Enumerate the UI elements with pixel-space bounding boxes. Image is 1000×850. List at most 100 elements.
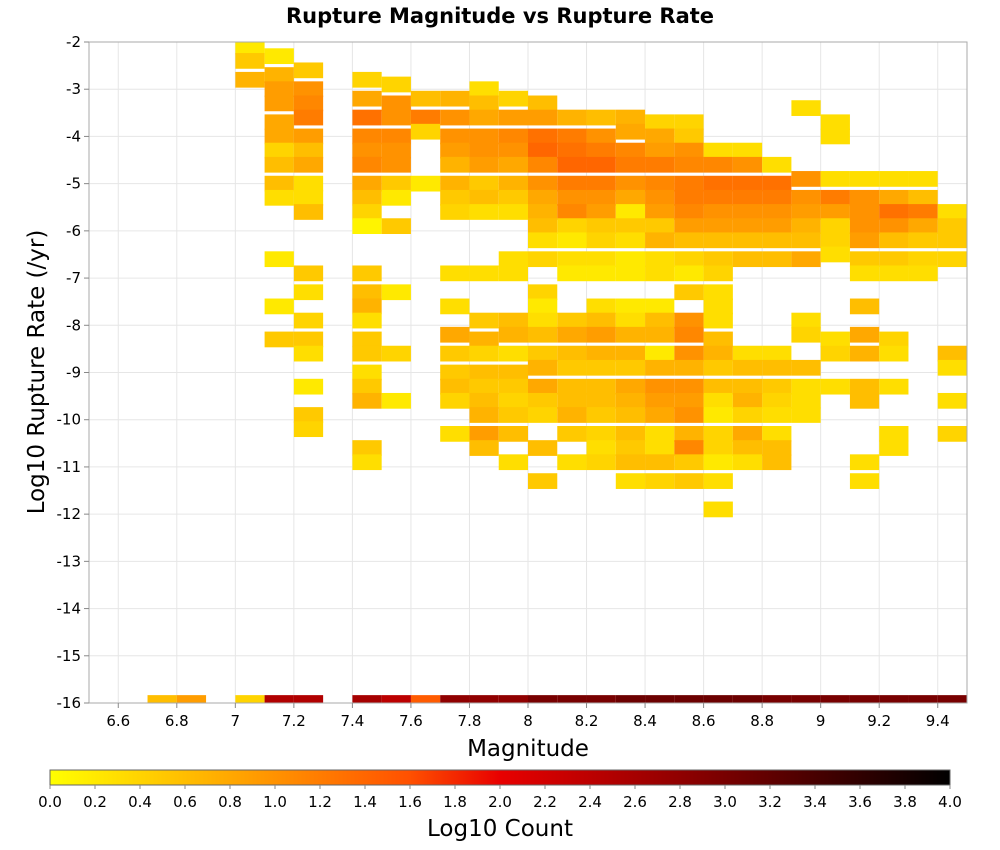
y-tick-label: -7	[66, 269, 81, 287]
y-tick-label: -6	[66, 222, 81, 240]
heatmap-cells	[147, 42, 967, 703]
heatmap-cell	[732, 440, 763, 456]
heatmap-cell	[615, 473, 646, 489]
heatmap-cell	[645, 326, 675, 343]
heatmap-cell	[791, 189, 821, 206]
x-tick-label: 9	[816, 712, 826, 730]
heatmap-cell	[879, 204, 909, 220]
heatmap-cell	[820, 695, 850, 703]
heatmap-cell	[586, 326, 616, 343]
colorbar-tick-label: 0.2	[83, 793, 107, 811]
heatmap-cell	[264, 695, 294, 703]
heatmap-cell	[703, 265, 733, 282]
heatmap-cell	[762, 218, 792, 235]
heatmap-cell	[235, 53, 265, 69]
heatmap-cell	[528, 251, 558, 268]
heatmap-cell	[381, 189, 411, 206]
heatmap-cell	[528, 312, 558, 329]
heatmap-cell	[440, 142, 470, 159]
heatmap-cell	[440, 695, 470, 703]
heatmap-cell	[645, 189, 675, 206]
x-tick-label: 8	[523, 712, 533, 730]
heatmap-cell	[352, 345, 382, 362]
heatmap-cell	[703, 298, 733, 315]
heatmap-cell	[264, 142, 294, 159]
chart-title: Rupture Magnitude vs Rupture Rate	[286, 4, 714, 28]
heatmap-cell	[908, 251, 938, 268]
heatmap-cell	[528, 284, 558, 301]
heatmap-cell	[674, 114, 704, 131]
x-tick-label: 8.6	[692, 712, 716, 730]
heatmap-cell	[264, 114, 294, 131]
heatmap-cell	[732, 142, 763, 159]
heatmap-cell	[352, 331, 382, 348]
heatmap-cell	[879, 218, 909, 235]
heatmap-cell	[352, 378, 382, 395]
heatmap-cell	[674, 326, 704, 343]
heatmap-cell	[352, 392, 382, 409]
heatmap-cell	[264, 298, 294, 315]
heatmap-cell	[586, 359, 616, 376]
heatmap-cell	[586, 440, 616, 456]
heatmap-cell	[762, 359, 792, 376]
heatmap-cell	[381, 175, 411, 192]
heatmap-cell	[557, 189, 587, 206]
heatmap-cell	[498, 251, 528, 268]
y-tick-label: -11	[57, 458, 82, 476]
heatmap-cell	[528, 298, 558, 315]
x-tick-label: 7.8	[458, 712, 482, 730]
heatmap-cell	[615, 378, 646, 395]
heatmap-cell	[469, 128, 499, 145]
heatmap-cell	[586, 251, 616, 268]
heatmap-cell	[703, 473, 733, 489]
heatmap-cell	[264, 95, 294, 112]
heatmap-cell	[937, 251, 967, 268]
heatmap-cell	[645, 392, 675, 409]
heatmap-cell	[352, 204, 382, 220]
heatmap-cell	[762, 440, 792, 456]
heatmap-cell	[820, 114, 850, 131]
heatmap-cell	[557, 265, 587, 282]
heatmap-cell	[762, 345, 792, 362]
heatmap-cell	[791, 378, 821, 395]
heatmap-cell	[820, 204, 850, 220]
heatmap-cell	[937, 345, 967, 362]
colorbar-gradient	[49, 769, 951, 786]
heatmap-cell	[498, 189, 528, 206]
heatmap-cell	[791, 204, 821, 220]
heatmap-cell	[879, 440, 909, 456]
heatmap-cell	[703, 440, 733, 456]
heatmap-cell	[820, 171, 850, 187]
heatmap-cell	[352, 142, 382, 159]
heatmap-cell	[615, 695, 646, 703]
heatmap-cell	[615, 298, 646, 315]
heatmap-cell	[703, 232, 733, 249]
heatmap-cell	[645, 440, 675, 456]
heatmap-cell	[645, 426, 675, 442]
heatmap-cell	[352, 90, 382, 107]
heatmap-cell	[293, 407, 324, 423]
heatmap-cell	[469, 312, 499, 329]
colorbar-tick-label: 2.2	[533, 793, 557, 811]
heatmap-cell	[791, 312, 821, 329]
heatmap-cell	[645, 345, 675, 362]
heatmap-cell	[586, 345, 616, 362]
heatmap-cell	[645, 695, 675, 703]
heatmap-cell	[849, 265, 880, 282]
heatmap-cell	[528, 232, 558, 249]
heatmap-cell	[528, 392, 558, 409]
x-tick-label: 8.4	[633, 712, 657, 730]
heatmap-cell	[498, 175, 528, 192]
heatmap-cell	[557, 326, 587, 343]
heatmap-cell	[674, 359, 704, 376]
heatmap-cell	[762, 156, 792, 173]
heatmap-cell	[937, 426, 967, 442]
heatmap-cell	[586, 204, 616, 220]
heatmap-cell	[557, 232, 587, 249]
heatmap-cell	[615, 175, 646, 192]
heatmap-cell	[440, 326, 470, 343]
heatmap-cell	[586, 232, 616, 249]
x-axis-label: Magnitude	[467, 736, 589, 762]
heatmap-cell	[352, 265, 382, 282]
heatmap-cell	[147, 695, 177, 703]
